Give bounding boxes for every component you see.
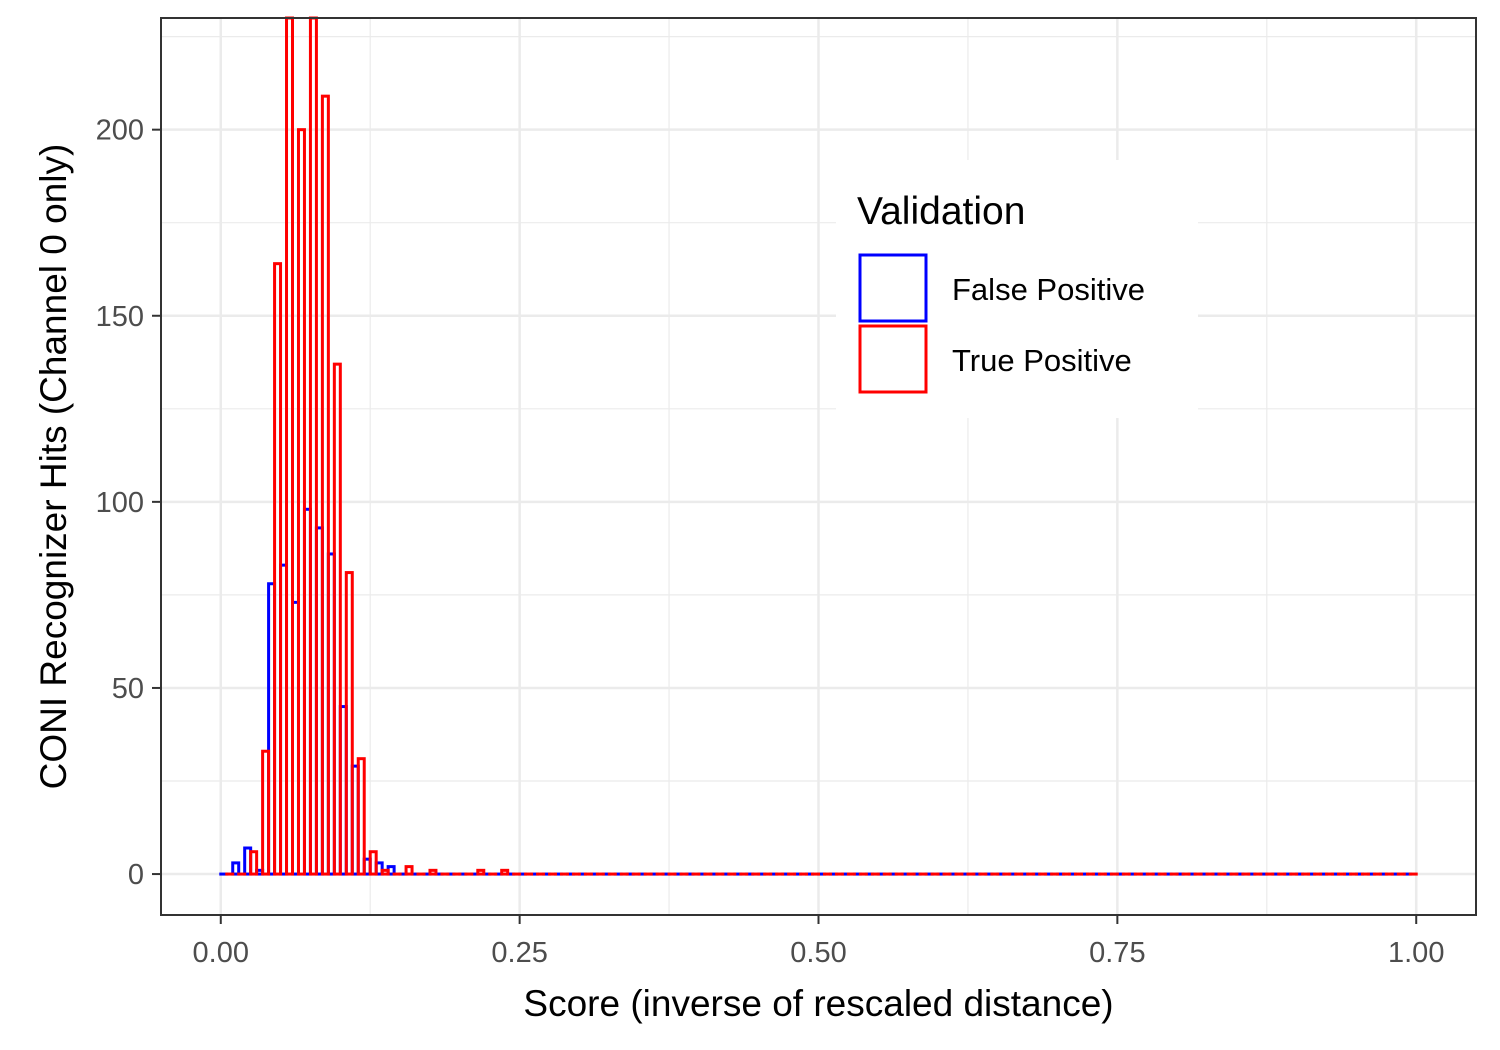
x-axis: 0.00 0.25 0.50 0.75 1.00 xyxy=(193,915,1444,969)
bar-true-positive-12 xyxy=(368,850,378,876)
grid-lines xyxy=(161,18,1476,915)
bar-true-positive-2 xyxy=(249,850,259,876)
y-tick-label-1: 50 xyxy=(112,673,144,705)
bar-true-positive-8 xyxy=(320,94,330,876)
legend-background xyxy=(836,160,1198,418)
x-tick-label-2: 0.50 xyxy=(790,937,846,969)
bar-true-positive-17 xyxy=(428,868,438,876)
bar-true-positive-13 xyxy=(380,868,390,876)
bar-true-positive-15 xyxy=(404,865,414,876)
y-tick-label-2: 100 xyxy=(96,487,144,519)
bar-true-positive-11 xyxy=(356,757,366,876)
legend-key-true-positive xyxy=(858,324,928,394)
legend-title: Validation xyxy=(857,190,1025,233)
bar-true-positive-21 xyxy=(476,868,486,876)
x-tick-label-4: 1.00 xyxy=(1388,937,1444,969)
y-axis: 0 50 100 150 200 xyxy=(96,115,161,891)
bar-true-positive-9 xyxy=(332,362,342,876)
x-tick-label-1: 0.25 xyxy=(491,937,547,969)
y-axis-title: CONI Recognizer Hits (Channel 0 only) xyxy=(33,144,74,790)
x-axis-title: Score (inverse of rescaled distance) xyxy=(523,983,1113,1024)
legend-label-true-positive: True Positive xyxy=(952,343,1132,378)
bar-true-positive-3 xyxy=(261,749,271,876)
bar-false-positive-1 xyxy=(231,861,241,876)
legend-label-false-positive: False Positive xyxy=(952,272,1145,307)
bar-true-positive-10 xyxy=(344,571,354,876)
x-tick-label-3: 0.75 xyxy=(1089,937,1145,969)
y-tick-label-3: 150 xyxy=(96,301,144,333)
legend: Validation False Positive True Positive xyxy=(836,160,1198,418)
y-tick-label-0: 0 xyxy=(128,859,144,891)
bar-true-positive-4 xyxy=(273,262,283,876)
legend-key-false-positive xyxy=(858,253,928,323)
bar-true-positive-6 xyxy=(296,128,306,876)
x-tick-label-0: 0.00 xyxy=(193,937,249,969)
bar-true-positive-23 xyxy=(500,868,510,876)
y-tick-label-4: 200 xyxy=(96,115,144,147)
